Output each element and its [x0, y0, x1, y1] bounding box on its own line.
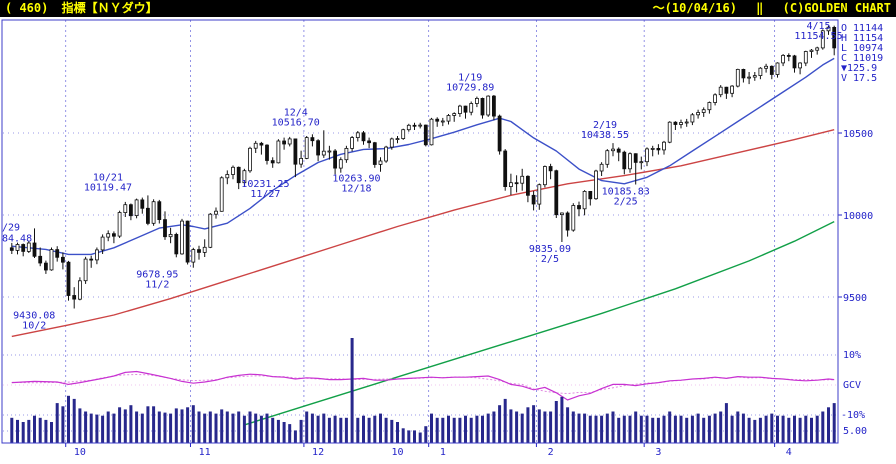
svg-text:V 17.5: V 17.5 — [841, 73, 877, 84]
svg-text:12/4: 12/4 — [284, 107, 308, 118]
svg-text:10263.90: 10263.90 — [332, 174, 380, 185]
title-right: ～(10/04/16) ‖ (C)GOLDEN CHART — [641, 0, 891, 17]
svg-text:9500: 9500 — [843, 293, 867, 304]
svg-text:10: 10 — [391, 447, 403, 458]
svg-text:4: 4 — [786, 447, 792, 458]
title-bar: ( 460) 指標【ＮＹダウ】 ～(10/04/16) ‖ (C)GOLDEN … — [0, 0, 896, 17]
page-title: 指標【ＮＹダウ】 — [61, 1, 158, 15]
svg-text:2/5: 2/5 — [541, 254, 559, 265]
svg-text:84.48: 84.48 — [2, 234, 32, 245]
svg-text:2/25: 2/25 — [614, 197, 638, 208]
svg-text:11154.55: 11154.55 — [794, 31, 842, 42]
svg-text:5.00: 5.00 — [843, 426, 867, 437]
svg-text:10: 10 — [74, 447, 86, 458]
svg-text:H 11154: H 11154 — [841, 33, 883, 44]
svg-text:3: 3 — [655, 447, 661, 458]
svg-text:9835.09: 9835.09 — [529, 244, 571, 255]
svg-text:10%: 10% — [843, 350, 861, 361]
period-label: ～(10/04/16) — [652, 1, 737, 15]
svg-text:/29: /29 — [2, 223, 20, 234]
svg-text:10516.70: 10516.70 — [272, 117, 320, 128]
svg-text:12: 12 — [312, 447, 324, 458]
svg-text:2/19: 2/19 — [593, 120, 617, 131]
svg-text:1: 1 — [440, 447, 446, 458]
svg-text:▼125.9: ▼125.9 — [841, 63, 877, 74]
copyright-label: (C)GOLDEN CHART — [782, 1, 891, 15]
svg-text:9430.08: 9430.08 — [13, 310, 55, 321]
svg-text:L 10974: L 10974 — [841, 43, 883, 54]
svg-text:10185.83: 10185.83 — [602, 187, 650, 198]
window-id: ( 460) — [5, 1, 49, 15]
svg-text:10438.55: 10438.55 — [581, 130, 629, 141]
svg-text:12/18: 12/18 — [341, 184, 371, 195]
svg-text:O 11144: O 11144 — [841, 23, 883, 34]
separator-glyph: ‖ — [756, 1, 764, 15]
svg-text:10119.47: 10119.47 — [84, 182, 132, 193]
svg-text:GCV: GCV — [843, 380, 861, 391]
svg-text:1/19: 1/19 — [458, 72, 482, 83]
svg-text:9678.95: 9678.95 — [136, 270, 178, 281]
chart-area: 10500 10000 9500 10% GCV -10% 5.00 10 11 12 10 1 2 3 4… — [0, 17, 896, 460]
svg-text:11: 11 — [199, 447, 211, 458]
svg-text:4/15: 4/15 — [806, 21, 830, 32]
svg-text:10/2: 10/2 — [22, 320, 46, 331]
svg-text:11/27: 11/27 — [250, 189, 280, 200]
svg-text:2: 2 — [548, 447, 554, 458]
svg-text:11/2: 11/2 — [145, 280, 169, 291]
svg-text:C 11019: C 11019 — [841, 53, 883, 64]
svg-text:10500: 10500 — [843, 129, 873, 140]
svg-text:10729.89: 10729.89 — [446, 82, 494, 93]
svg-text:10231.25: 10231.25 — [241, 179, 289, 190]
svg-text:10/21: 10/21 — [93, 172, 123, 183]
svg-text:10000: 10000 — [843, 211, 873, 222]
svg-text:-10%: -10% — [841, 410, 865, 421]
title-left: ( 460) 指標【ＮＹダウ】 — [5, 0, 164, 17]
